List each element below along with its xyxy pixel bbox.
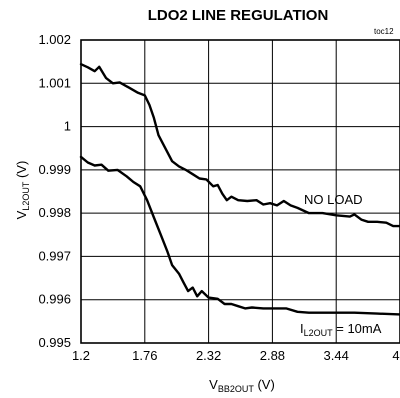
y-tick-label: 0.998 [38,205,71,220]
y-tick-label: 0.997 [38,248,71,263]
y-tick-label: 1 [64,119,71,134]
y-tick-label: 0.995 [38,335,71,350]
x-tick-label: 1.76 [132,348,157,363]
y-axis-label: VL2OUT (V) [14,161,31,220]
x-tick-labels: 1.2 1.76 2.32 2.88 3.44 4 [72,348,400,363]
x-axis-label: VBB2OUT (V) [209,377,275,394]
y-tick-labels: 0.995 0.996 0.997 0.998 0.999 1 1.001 1.002 [38,32,71,350]
chart-title: LDO2 LINE REGULATION [148,7,329,24]
series-label-no-load: NO LOAD [304,192,363,207]
figure-id: toc12 [374,27,394,36]
series-label-10ma: IL2OUT = 10mA [300,321,382,338]
x-tick-label: 2.32 [196,348,221,363]
y-tick-label: 0.996 [38,292,71,307]
series-labels: NO LOAD IL2OUT = 10mA [300,192,382,338]
series-line-no-load [79,63,400,228]
series-lines [79,63,400,316]
y-tick-label: 1.002 [38,32,71,47]
x-tick-label: 3.44 [324,348,349,363]
x-tick-label: 2.88 [260,348,285,363]
y-tick-label: 1.001 [38,75,71,90]
x-tick-label: 4 [392,348,399,363]
x-tick-label: 1.2 [72,348,90,363]
y-tick-label: 0.999 [38,162,71,177]
plot-frame [80,39,400,344]
series-line-10ma [79,155,400,316]
